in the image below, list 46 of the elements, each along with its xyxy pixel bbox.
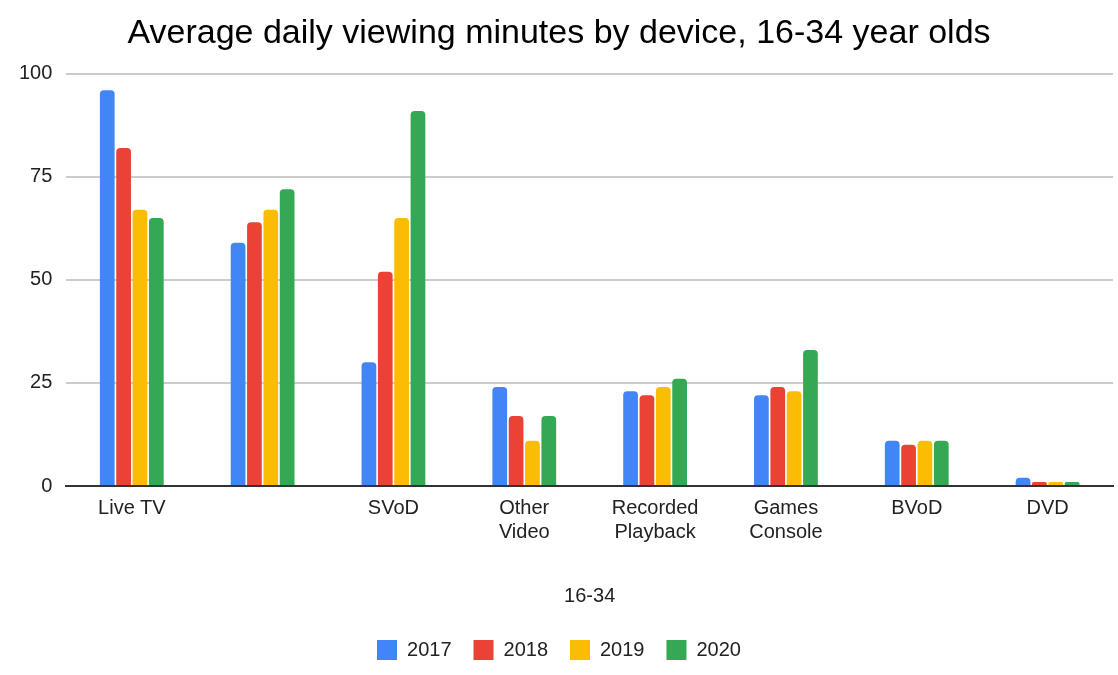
legend-label: 2019 bbox=[600, 637, 645, 660]
x-tick-label: Recorded Playback bbox=[611, 495, 699, 542]
legend-label: 2017 bbox=[407, 637, 452, 660]
bar bbox=[933, 440, 949, 485]
bar bbox=[884, 440, 900, 485]
x-tick-label: Games Console bbox=[749, 495, 823, 542]
bar bbox=[492, 387, 508, 485]
bar bbox=[803, 349, 818, 485]
bar bbox=[116, 148, 131, 485]
bar bbox=[279, 189, 295, 485]
bar bbox=[525, 440, 540, 485]
y-tick-label: 25 bbox=[30, 370, 53, 393]
bar bbox=[623, 391, 638, 485]
bar bbox=[394, 218, 409, 485]
bar bbox=[770, 387, 786, 485]
bar bbox=[148, 218, 164, 485]
x-axis-title: 16-34 bbox=[564, 583, 616, 606]
bar bbox=[901, 444, 916, 485]
bar bbox=[377, 271, 393, 485]
bar bbox=[230, 242, 246, 485]
y-tick-label: 50 bbox=[30, 267, 53, 290]
bar bbox=[361, 362, 377, 485]
x-tick-label: SVoD bbox=[367, 495, 420, 518]
bar bbox=[786, 391, 802, 485]
chart-title: Average daily viewing minutes by device, 16-34 year olds bbox=[127, 11, 991, 50]
bar bbox=[541, 415, 557, 485]
bar bbox=[410, 110, 426, 485]
legend-label: 2018 bbox=[503, 637, 549, 660]
x-tick-label: BVoD bbox=[891, 495, 943, 518]
x-tick-label: Other Video bbox=[498, 495, 550, 542]
y-tick-label: 0 bbox=[41, 473, 53, 496]
bar bbox=[639, 395, 655, 485]
bar bbox=[754, 395, 769, 485]
bar bbox=[99, 90, 115, 485]
x-tick-label: Live TV bbox=[98, 495, 167, 518]
y-tick-label: 75 bbox=[30, 164, 53, 187]
bar bbox=[132, 209, 148, 485]
legend-label: 2020 bbox=[696, 637, 741, 660]
bar bbox=[655, 387, 671, 485]
bar bbox=[263, 209, 279, 485]
bar bbox=[508, 415, 524, 485]
bar bbox=[247, 222, 262, 485]
bar bbox=[672, 378, 687, 485]
x-tick-label: DVD bbox=[1026, 495, 1069, 518]
bar bbox=[917, 440, 933, 485]
y-tick-label: 100 bbox=[18, 61, 53, 84]
